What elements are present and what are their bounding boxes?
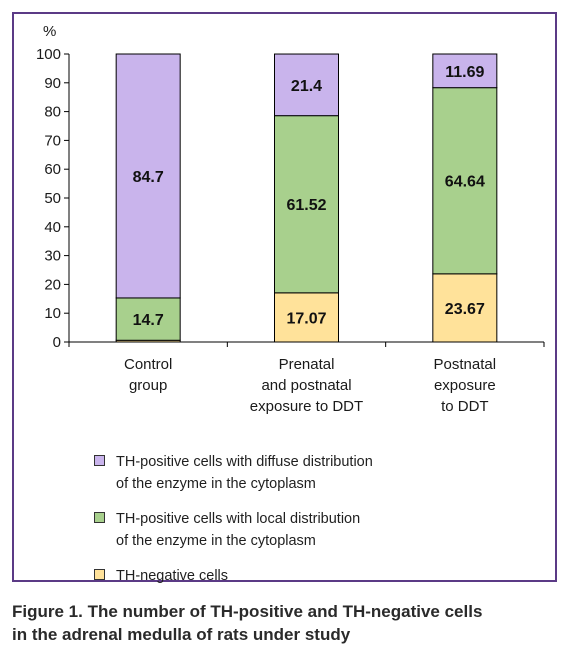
data-label: 17.07 bbox=[286, 310, 326, 327]
x-tick-label: Postnatal exposure to DDT bbox=[434, 356, 497, 415]
legend-swatch bbox=[94, 455, 105, 466]
y-tick-label: 10 bbox=[44, 305, 61, 322]
bar-segment bbox=[115, 297, 181, 341]
legend-item: TH-negative cells bbox=[94, 565, 554, 587]
legend-swatch bbox=[94, 569, 105, 580]
data-label: 21.4 bbox=[291, 78, 322, 95]
data-label: 11.69 bbox=[445, 64, 484, 81]
y-tick-label: 30 bbox=[44, 248, 61, 265]
data-label: 64.64 bbox=[445, 174, 485, 191]
bar-segment bbox=[432, 87, 498, 275]
data-label: 84.7 bbox=[133, 169, 164, 186]
legend-swatch bbox=[94, 512, 105, 523]
y-tick-label: 100 bbox=[36, 46, 61, 63]
bar-segment bbox=[274, 53, 339, 117]
legend-item: TH-positive cells with local distributio… bbox=[94, 508, 554, 552]
y-unit-label: % bbox=[43, 23, 56, 40]
bar-segment bbox=[115, 53, 181, 299]
y-tick-label: 60 bbox=[44, 161, 61, 178]
y-tick-label: 0 bbox=[53, 334, 61, 351]
data-label: 23.67 bbox=[445, 301, 485, 318]
y-tick-label: 20 bbox=[44, 276, 61, 293]
stacked-bar-chart: 0 10 20 30 40 50 60 70 80 90 100% 14.7 84.7 Control gr… bbox=[36, 23, 545, 415]
y-tick-label: 70 bbox=[44, 132, 61, 149]
y-tick-label: 40 bbox=[44, 219, 61, 236]
legend-item: TH-positive cells with diffuse distribut… bbox=[94, 451, 554, 495]
y-tick-label: 90 bbox=[44, 75, 61, 92]
x-tick-label: Control group bbox=[124, 356, 172, 394]
bar-segment bbox=[432, 53, 498, 89]
x-tick-label: Prenatal and postnatal exposure to DDT bbox=[250, 356, 363, 415]
legend-label: TH-positive cells with local distributio… bbox=[116, 511, 361, 549]
bar-segment bbox=[274, 115, 339, 294]
bar-segment bbox=[274, 292, 339, 343]
data-label: 61.52 bbox=[286, 197, 326, 214]
figure-caption: Figure 1. The number of TH-positive and … bbox=[12, 602, 483, 644]
y-tick-label: 80 bbox=[44, 104, 61, 121]
figure-frame: 0 10 20 30 40 50 60 70 80 90 100% 14.7 84.7 Control gr… bbox=[12, 12, 557, 584]
y-tick-label: 50 bbox=[44, 190, 61, 207]
data-label: 14.7 bbox=[133, 312, 164, 329]
bar-segment bbox=[432, 273, 498, 343]
legend: TH-positive cells with diffuse distribut… bbox=[94, 451, 554, 600]
legend-label: TH-negative cells bbox=[116, 568, 229, 584]
legend-label: TH-positive cells with diffuse distribut… bbox=[116, 454, 373, 492]
